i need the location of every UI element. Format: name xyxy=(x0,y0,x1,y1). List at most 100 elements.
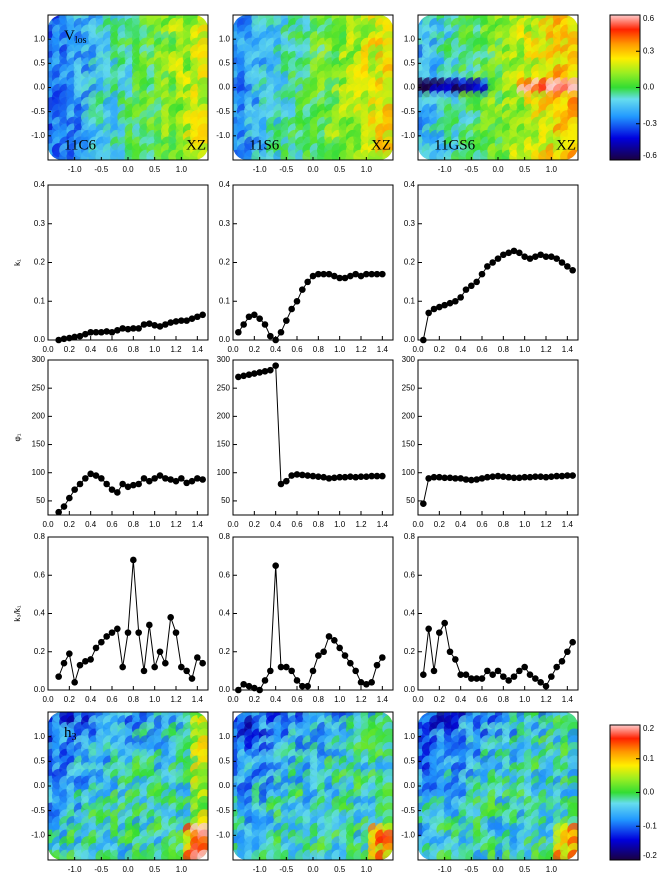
data-point xyxy=(320,473,327,481)
data-point xyxy=(336,473,343,481)
data-point xyxy=(151,321,158,329)
data-point xyxy=(124,325,132,333)
data-point xyxy=(194,654,201,661)
data-point xyxy=(119,325,126,332)
data-point xyxy=(251,370,258,377)
data-point xyxy=(473,675,480,682)
x-tick-label: 0.0 xyxy=(492,165,504,174)
colorbar-tick-label: -0.6 xyxy=(643,151,657,160)
y-tick-label: -0.5 xyxy=(216,107,230,116)
y-tick-label: 150 xyxy=(217,440,231,449)
x-tick-label: 1.0 xyxy=(149,345,161,354)
x-tick-label: 0.8 xyxy=(498,695,510,704)
x-tick-label: 0.8 xyxy=(128,520,140,529)
data-point xyxy=(569,472,576,479)
data-point xyxy=(516,667,523,675)
y-tick-label: -0.5 xyxy=(401,107,415,116)
data-point xyxy=(82,330,89,338)
x-tick-label: 1.2 xyxy=(355,520,367,529)
map-name: 11S6 xyxy=(249,137,280,153)
x-tick-label: 0.5 xyxy=(519,865,531,874)
colorbar-tick-label: 0.6 xyxy=(643,14,655,23)
y-tick-label: 0.5 xyxy=(404,58,416,67)
x-tick-label: 0.5 xyxy=(519,165,531,174)
data-point xyxy=(299,286,306,293)
x-tick-label: 0.4 xyxy=(270,520,282,529)
data-point xyxy=(446,299,454,307)
x-tick-label: 0.6 xyxy=(106,695,118,704)
y-tick-label: 100 xyxy=(32,468,46,477)
data-point xyxy=(251,684,258,692)
y-tick-label: -1.0 xyxy=(401,131,415,140)
y-tick-label: 250 xyxy=(32,383,46,392)
data-point xyxy=(188,315,196,322)
data-point xyxy=(357,473,365,480)
colorbar-tick-label: -0.2 xyxy=(643,851,657,860)
y-tick-label: 0.1 xyxy=(404,296,416,305)
data-point xyxy=(60,503,68,510)
data-point xyxy=(446,474,454,482)
data-point xyxy=(299,471,306,479)
map-view: XZ xyxy=(556,137,576,153)
x-tick-label: 1.4 xyxy=(562,345,574,354)
line-panel: 0.0 0.2 0.4 0.6 0.8 1.0 1.2 1.4 0.0 0.2 0.4 0.6 0.8 xyxy=(404,532,579,704)
x-tick-label: 1.4 xyxy=(192,695,204,704)
data-point xyxy=(60,335,68,343)
data-point xyxy=(532,253,539,260)
x-tick-label: 1.0 xyxy=(546,165,558,174)
data-point xyxy=(446,648,454,656)
data-point xyxy=(441,474,448,482)
y-tick-label: 300 xyxy=(402,355,416,364)
data-point xyxy=(108,629,116,636)
data-point xyxy=(315,270,322,278)
data-point xyxy=(532,473,539,480)
x-tick-label: 0.6 xyxy=(476,695,488,704)
colorbar-tick-label: 0.2 xyxy=(643,724,655,733)
x-tick-label: -1.0 xyxy=(68,865,82,874)
data-point xyxy=(425,625,432,633)
y-tick-label: 0.0 xyxy=(34,685,46,694)
map-label-sub: los xyxy=(75,35,87,46)
data-point xyxy=(172,629,180,636)
data-point xyxy=(124,483,132,491)
data-point xyxy=(156,472,164,479)
data-point xyxy=(92,644,100,652)
data-point xyxy=(373,472,381,480)
data-point xyxy=(436,629,443,636)
data-point xyxy=(430,305,438,313)
x-tick-label: 0.8 xyxy=(313,520,325,529)
y-tick-label: 100 xyxy=(402,468,416,477)
x-tick-label: 0.0 xyxy=(227,520,239,529)
data-point xyxy=(293,677,301,684)
data-point xyxy=(558,259,566,266)
data-point xyxy=(494,255,502,262)
x-tick-label: 0.0 xyxy=(412,345,424,354)
x-tick-label: 1.4 xyxy=(192,345,204,354)
x-tick-label: 0.4 xyxy=(270,695,282,704)
data-point xyxy=(484,667,491,675)
x-tick-label: 1.0 xyxy=(149,695,161,704)
data-point xyxy=(457,671,464,678)
data-point xyxy=(441,301,448,309)
colorbar: 0.6 0.3 0.0 -0.3 -0.6 xyxy=(609,14,657,161)
data-point xyxy=(194,475,201,482)
y-tick-label: 0.0 xyxy=(34,781,46,790)
x-tick-label: 0.0 xyxy=(492,865,504,874)
data-point xyxy=(462,286,470,293)
data-point xyxy=(521,473,528,481)
data-point xyxy=(76,480,84,488)
x-tick-label: 1.0 xyxy=(176,865,188,874)
data-point xyxy=(379,472,386,480)
data-point xyxy=(331,474,338,482)
data-line xyxy=(237,273,383,341)
panel-frame xyxy=(47,359,209,516)
data-point xyxy=(92,472,100,479)
map-label: Vlos xyxy=(64,28,87,46)
y-tick-label: 200 xyxy=(217,411,231,420)
data-point xyxy=(484,473,491,481)
y-tick-label: -1.0 xyxy=(401,830,415,839)
data-line xyxy=(422,250,573,341)
data-point xyxy=(420,500,427,508)
data-point xyxy=(347,473,354,480)
